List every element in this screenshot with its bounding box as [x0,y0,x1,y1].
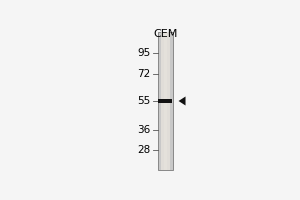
Polygon shape [178,96,185,106]
Text: CEM: CEM [153,29,178,39]
FancyBboxPatch shape [164,32,167,170]
Text: 95: 95 [137,48,151,58]
Text: 72: 72 [137,69,151,79]
Text: 36: 36 [137,125,151,135]
FancyBboxPatch shape [158,99,172,103]
FancyBboxPatch shape [161,32,170,170]
Text: 55: 55 [137,96,151,106]
FancyBboxPatch shape [158,32,173,170]
Text: 28: 28 [137,145,151,155]
